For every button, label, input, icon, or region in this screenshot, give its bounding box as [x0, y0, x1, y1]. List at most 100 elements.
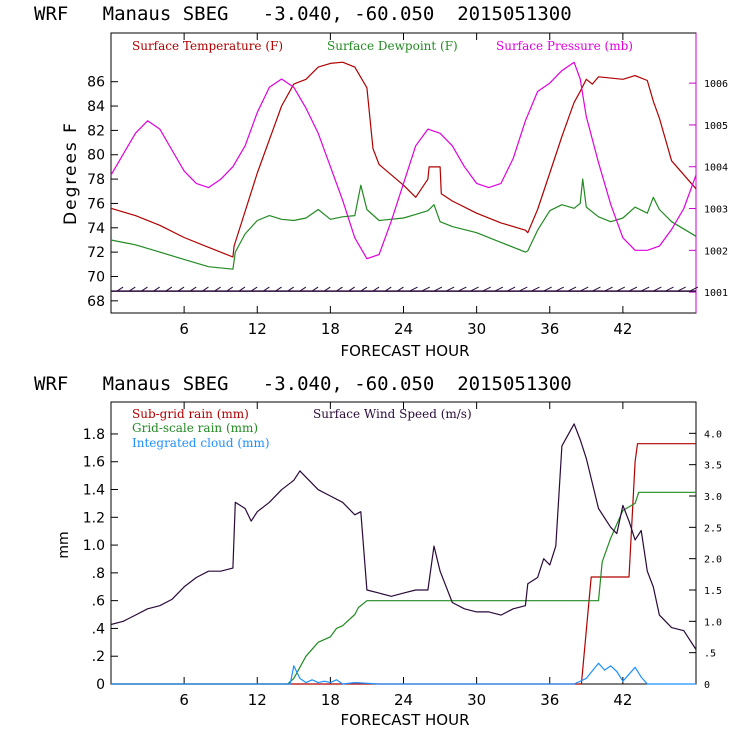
wind-barb — [433, 286, 443, 292]
top-y-tick-label: 74 — [87, 221, 105, 237]
top-y2-tick-label: 1004 — [704, 163, 728, 174]
top-y-axis-label: Degrees F — [61, 121, 81, 225]
bottom-y2-tick-label: 2.5 — [704, 523, 722, 534]
wind-barb — [153, 286, 160, 292]
bottom-y2-tick-label: 4.0 — [704, 429, 722, 440]
bottom-y2-tick-label: 1.0 — [704, 617, 722, 628]
top-x-tick-label: 6 — [179, 320, 189, 338]
wind-barb — [360, 286, 368, 292]
top-y-tick-label: 72 — [87, 245, 105, 261]
wind-barb — [506, 286, 516, 292]
wind-barb — [165, 286, 173, 292]
bottom-y-tick-label: 1.0 — [83, 538, 105, 554]
bottom-x-tick-label: 18 — [321, 691, 340, 709]
top-y-tick-label: 78 — [87, 172, 105, 188]
wind-barb — [189, 286, 197, 292]
wind-barb — [653, 286, 662, 292]
wind-barb — [567, 286, 577, 292]
bottom-x-axis-label: FORECAST HOUR — [340, 711, 469, 729]
legend-surface-dewpoint: Surface Dewpoint (F) — [327, 39, 458, 53]
top-series-temperature-line — [110, 61, 697, 258]
bottom-chart-title: WRF Manaus SBEG -3.040, -60.050 20150513… — [34, 373, 572, 395]
wind-barb — [324, 286, 331, 292]
wind-barb — [202, 286, 209, 292]
bottom-y-tick-label: .6 — [92, 594, 105, 610]
bottom-y2-tick-label: 3.0 — [704, 492, 722, 503]
top-y-tick-label: 84 — [87, 99, 105, 115]
wind-barb — [458, 286, 467, 292]
bottom-x-tick-label: 6 — [179, 691, 189, 709]
bottom-x-tick-label: 24 — [394, 691, 413, 709]
bottom-series-grid-line — [111, 491, 696, 685]
legend-integrated-cloud: Integrated cloud (mm) — [132, 436, 270, 450]
bottom-y2-tick-label: 2.0 — [704, 555, 722, 566]
bottom-x-tick-label: 36 — [540, 691, 559, 709]
bottom-y-tick-label: 1.2 — [83, 510, 105, 526]
wind-barb — [275, 286, 282, 292]
wind-barb — [604, 286, 613, 292]
wind-barb — [116, 286, 124, 292]
legend-subgrid-rain: Sub-grid rain (mm) — [132, 407, 249, 421]
wind-barb — [129, 286, 136, 292]
wind-barb — [470, 286, 479, 292]
top-y2-tick-label: 1005 — [704, 121, 728, 132]
wind-barb — [543, 286, 552, 292]
top-y-tick-label: 76 — [87, 196, 105, 212]
wind-barb — [226, 286, 234, 292]
wind-barb — [531, 286, 540, 292]
top-y2-tick-label: 1006 — [704, 79, 728, 90]
bottom-y-tick-label: 0 — [96, 677, 105, 693]
top-plot-frame — [110, 32, 697, 314]
wind-barb — [677, 286, 686, 292]
top-y-tick-label: 68 — [87, 294, 105, 310]
bottom-y-tick-label: .8 — [92, 566, 105, 582]
bottom-y-tick-label: 1.4 — [83, 483, 105, 499]
wind-barb — [348, 286, 355, 292]
wind-barb — [616, 286, 626, 292]
top-x-tick-label: 36 — [540, 320, 559, 338]
bottom-y-axis-label: mm — [56, 531, 72, 558]
bottom-y2-tick-label: .5 — [704, 649, 716, 660]
wind-barb — [494, 286, 504, 292]
legend-surface-wind-speed: Surface Wind Speed (m/s) — [313, 407, 472, 421]
top-series-dewpoint-line — [110, 178, 697, 270]
top-y-tick-label: 80 — [87, 148, 105, 164]
bottom-x-tick-label: 30 — [467, 691, 486, 709]
wind-barb — [397, 286, 404, 292]
wind-barb — [287, 286, 294, 292]
wind-barb — [250, 286, 258, 292]
bottom-series-subgrid-line — [111, 443, 696, 685]
wind-barb — [214, 286, 221, 292]
top-x-axis-label: FORECAST HOUR — [340, 342, 469, 360]
wind-barb — [299, 286, 307, 292]
wind-barb — [311, 286, 319, 292]
bottom-y-tick-label: .4 — [92, 621, 105, 637]
top-y2-tick-label: 1001 — [704, 288, 728, 299]
wind-barb — [579, 286, 589, 292]
wind-barb — [409, 286, 418, 292]
wind-barb — [482, 286, 491, 292]
top-x-tick-label: 30 — [467, 320, 486, 338]
wind-barb — [689, 286, 699, 292]
top-y-tick-label: 86 — [87, 75, 105, 91]
wind-barb — [555, 286, 565, 292]
top-x-tick-label: 24 — [394, 320, 413, 338]
bottom-series-cloud-line — [111, 662, 696, 685]
top-x-tick-label: 12 — [248, 320, 267, 338]
bottom-y2-tick-label: 0 — [704, 680, 710, 691]
bottom-y-tick-label: .2 — [92, 649, 105, 665]
legend-grid-scale-rain: Grid-scale rain (mm) — [132, 421, 258, 435]
top-y-tick-label: 70 — [87, 269, 105, 285]
wind-barb — [384, 286, 392, 292]
wind-barb — [238, 286, 246, 292]
bottom-y2-tick-label: 3.5 — [704, 461, 722, 472]
wind-barb — [640, 286, 650, 292]
top-y2-tick-label: 1002 — [704, 246, 728, 257]
bottom-y-tick-label: 1.8 — [83, 427, 105, 443]
top-x-tick-label: 18 — [321, 320, 340, 338]
top-x-tick-label: 42 — [613, 320, 632, 338]
wind-barb — [372, 286, 380, 292]
wind-barb — [519, 286, 528, 292]
wind-barb — [592, 286, 601, 292]
